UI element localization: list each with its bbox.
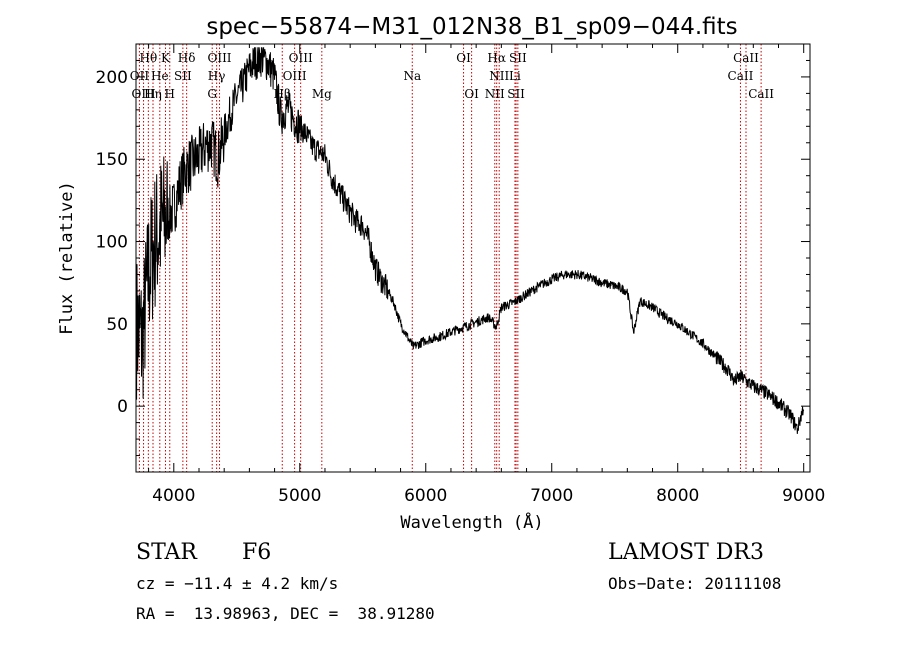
spectral-line-label: K (161, 51, 171, 65)
spectral-line-label: OII (130, 69, 150, 83)
spectral-line-label: Mg (312, 87, 332, 101)
y-tick-label: 0 (117, 397, 128, 417)
spectral-line-label: Li (509, 69, 521, 83)
spectral-line-label: CaII (733, 51, 759, 65)
spectral-line-label: Hη (144, 87, 162, 101)
spectral-line-label: Hδ (178, 51, 196, 65)
spectral-line-label: OIII (289, 51, 313, 65)
axis-ticks: 4000 5000 6000 7000 8000 9000 0 50 100 150 200 (96, 44, 825, 506)
spectral-line-label: Hθ (139, 51, 157, 65)
x-axis-label: Wavelength (Å) (400, 511, 543, 533)
redshift-cz: cz = −11.4 ± 4.2 km/s (136, 574, 339, 593)
spectrum-chart: spec−55874−M31_012N38_B1_sp09−044.fits H… (57, 14, 825, 533)
x-tick-label: 8000 (656, 486, 699, 506)
x-tick-label: 7000 (530, 486, 573, 506)
spectral-line-label: G (207, 87, 217, 101)
object-class: STAR (136, 540, 197, 565)
spectral-lines-layer (138, 44, 762, 472)
spectral-line-label: Na (403, 69, 421, 83)
spectral-line-label: OIII (132, 87, 156, 101)
x-tick-label: 6000 (404, 486, 447, 506)
y-tick-label: 200 (96, 68, 128, 88)
plot-frame (135, 43, 811, 473)
survey-name: LAMOST DR3 (608, 540, 764, 565)
spectral-line-label: OI (464, 87, 479, 101)
spectral-line-label: OIII (207, 51, 231, 65)
spectral-line-label: SII (507, 87, 525, 101)
x-tick-label: 5000 (278, 486, 321, 506)
coordinates: RA = 13.98963, DEC = 38.91280 (136, 604, 435, 623)
spectral-line-label: CaII (748, 87, 774, 101)
spectral-line-label: NII (489, 69, 509, 83)
spectrum-line (136, 47, 805, 434)
spectral-line-label: OI (456, 51, 471, 65)
spectral-line-label: He (151, 69, 169, 83)
spectral-line-label: NII (485, 87, 505, 101)
x-tick-label: 9000 (782, 486, 825, 506)
spectral-line-label: CaII (728, 69, 754, 83)
y-tick-label: 100 (96, 233, 128, 253)
obs-date: Obs−Date: 20111108 (608, 574, 782, 593)
y-tick-label: 50 (106, 315, 128, 335)
x-tick-label: 4000 (152, 486, 195, 506)
spectral-line-label: Hα (487, 51, 506, 65)
spectral-line-label: SII (509, 51, 527, 65)
spectral-line-label: SII (174, 69, 192, 83)
y-axis-label: Flux (relative) (57, 181, 77, 335)
spectral-line-label: H (165, 87, 175, 101)
y-tick-label: 150 (96, 150, 128, 170)
object-subclass: F6 (242, 540, 272, 565)
chart-title: spec−55874−M31_012N38_B1_sp09−044.fits (206, 14, 737, 40)
spectral-line-label: OIII (283, 69, 307, 83)
spectral-line-label: Hγ (208, 69, 226, 83)
